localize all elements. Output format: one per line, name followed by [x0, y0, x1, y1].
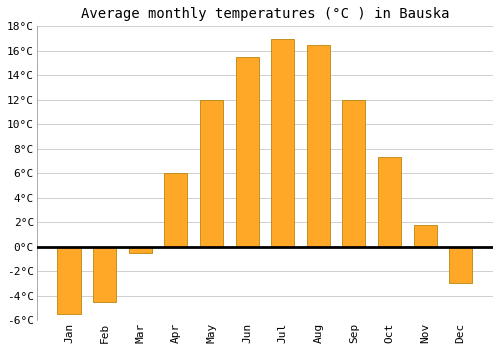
- Bar: [449, 247, 472, 283]
- Bar: [378, 157, 401, 247]
- Bar: [306, 45, 330, 247]
- Bar: [128, 247, 152, 253]
- Bar: [414, 225, 436, 247]
- Bar: [200, 100, 223, 247]
- Bar: [271, 38, 294, 247]
- Bar: [342, 100, 365, 247]
- Bar: [236, 57, 258, 247]
- Bar: [164, 173, 188, 247]
- Bar: [93, 247, 116, 302]
- Title: Average monthly temperatures (°C ) in Bauska: Average monthly temperatures (°C ) in Ba…: [80, 7, 449, 21]
- Bar: [58, 247, 80, 314]
